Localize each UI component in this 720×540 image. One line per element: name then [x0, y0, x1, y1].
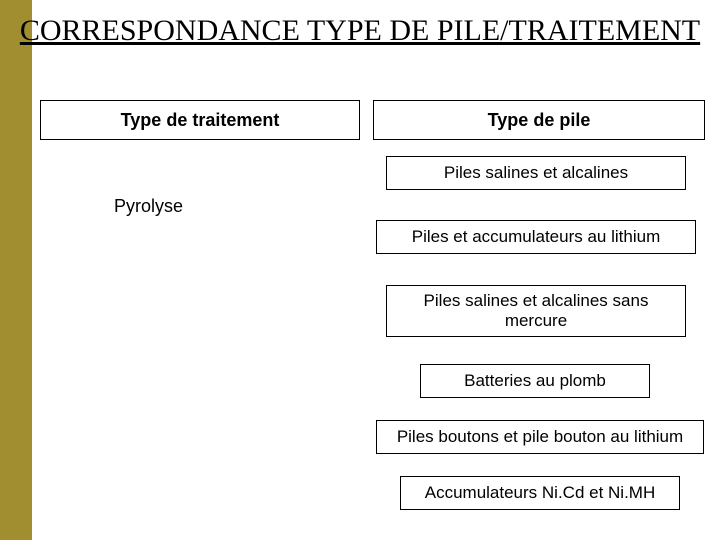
pile-box: Batteries au plomb	[420, 364, 650, 398]
pile-box: Piles salines et alcalines sans mercure	[386, 285, 686, 337]
footer-corner	[0, 528, 16, 540]
page-title: CORRESPONDANCE TYPE DE PILE/TRAITEMENT	[0, 14, 720, 49]
side-stripe	[0, 0, 32, 540]
pile-box: Piles salines et alcalines	[386, 156, 686, 190]
pile-box: Piles boutons et pile bouton au lithium	[376, 420, 704, 454]
header-row: Type de traitement Type de pile	[40, 100, 705, 140]
treatment-label: Pyrolyse	[114, 196, 183, 217]
header-treatment: Type de traitement	[40, 100, 360, 140]
header-pile: Type de pile	[373, 100, 705, 140]
pile-box: Piles et accumulateurs au lithium	[376, 220, 696, 254]
pile-box: Accumulateurs Ni.Cd et Ni.MH	[400, 476, 680, 510]
